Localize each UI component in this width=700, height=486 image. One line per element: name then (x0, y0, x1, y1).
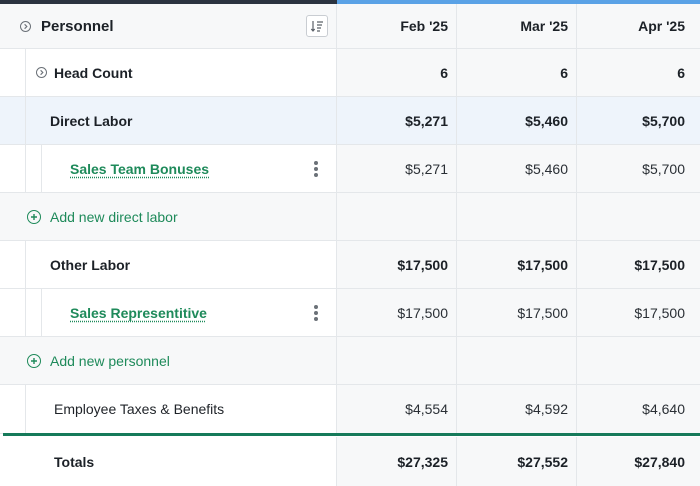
left-pane-top-bar (0, 0, 337, 4)
value-cell[interactable]: $17,500 (457, 289, 577, 336)
direct-labor-label-cell: Direct Labor (0, 97, 337, 144)
section-header: Personnel (0, 4, 337, 48)
value-cell[interactable]: $4,554 (337, 385, 457, 433)
other-labor-row: Other Labor $17,500 $17,500 $17,500 (0, 241, 700, 289)
totals-label: Totals (54, 453, 95, 470)
add-direct-labor-label: Add new direct labor (50, 208, 178, 225)
indent-guide (25, 49, 26, 96)
total-cell: $27,552 (457, 437, 577, 486)
value-cell[interactable]: $4,592 (457, 385, 577, 433)
value-cell[interactable]: $5,271 (337, 97, 457, 144)
value-cell[interactable]: $5,460 (457, 97, 577, 144)
value-cell[interactable]: $17,500 (337, 289, 457, 336)
empty-cell (457, 193, 577, 240)
value-cell[interactable]: 6 (337, 49, 457, 96)
add-direct-labor-button[interactable]: Add new direct labor (0, 193, 337, 240)
empty-cell (337, 337, 457, 384)
value-cell[interactable]: $17,500 (577, 289, 700, 336)
indent-guide (25, 241, 26, 288)
value-cell[interactable]: $5,700 (577, 145, 700, 192)
add-personnel-row: Add new personnel (0, 337, 700, 385)
totals-divider (3, 433, 700, 436)
value-cell[interactable]: $5,460 (457, 145, 577, 192)
direct-labor-row: Direct Labor $5,271 $5,460 $5,700 (0, 97, 700, 145)
add-personnel-button[interactable]: Add new personnel (0, 337, 337, 384)
right-pane-top-bar (337, 0, 700, 4)
indent-guide (25, 97, 26, 144)
head-count-label-cell: Head Count (0, 49, 337, 96)
month-header: Feb '25 (337, 4, 457, 48)
month-header: Mar '25 (457, 4, 577, 48)
totals-label-cell: Totals (0, 437, 337, 486)
head-count-label: Head Count (54, 64, 133, 81)
plus-circle-icon (27, 353, 41, 368)
indent-guide (25, 385, 26, 433)
personnel-grid: Personnel Feb '25 Mar '25 Apr '25 Head C… (0, 4, 700, 486)
empty-cell (457, 337, 577, 384)
head-count-row: Head Count 6 6 6 (0, 49, 700, 97)
empty-cell (577, 337, 700, 384)
section-title: Personnel (41, 17, 114, 35)
add-direct-labor-row: Add new direct labor (0, 193, 700, 241)
indent-guide (25, 145, 26, 192)
total-cell: $27,325 (337, 437, 457, 486)
indent-guide (25, 289, 26, 336)
value-cell[interactable]: $17,500 (577, 241, 700, 288)
more-options-icon[interactable] (314, 161, 318, 177)
value-cell[interactable]: 6 (457, 49, 577, 96)
more-options-icon[interactable] (314, 305, 318, 321)
sales-representitive-row: Sales Representitive $17,500 $17,500 $17… (0, 289, 700, 337)
indent-guide (41, 145, 42, 192)
indent-guide (41, 289, 42, 336)
sales-representitive-label-cell: Sales Representitive (0, 289, 337, 336)
plus-circle-icon (27, 209, 41, 224)
value-cell[interactable]: $17,500 (337, 241, 457, 288)
sales-team-bonuses-label-cell: Sales Team Bonuses (0, 145, 337, 192)
sales-team-bonuses-link[interactable]: Sales Team Bonuses (70, 160, 210, 177)
other-labor-label: Other Labor (50, 256, 131, 273)
add-personnel-label: Add new personnel (50, 352, 170, 369)
month-header: Apr '25 (577, 4, 700, 48)
other-labor-label-cell: Other Labor (0, 241, 337, 288)
employee-taxes-label-cell: Employee Taxes & Benefits (0, 385, 337, 433)
sort-button[interactable] (306, 15, 328, 37)
total-cell: $27,840 (577, 437, 700, 486)
empty-cell (337, 193, 457, 240)
totals-row: Totals $27,325 $27,552 $27,840 (0, 437, 700, 486)
collapse-section-icon[interactable] (20, 20, 31, 32)
value-cell[interactable]: 6 (577, 49, 700, 96)
value-cell[interactable]: $17,500 (457, 241, 577, 288)
value-cell[interactable]: $5,700 (577, 97, 700, 144)
header-row: Personnel Feb '25 Mar '25 Apr '25 (0, 4, 700, 49)
empty-cell (577, 193, 700, 240)
sales-team-bonuses-row: Sales Team Bonuses $5,271 $5,460 $5,700 (0, 145, 700, 193)
value-cell[interactable]: $5,271 (337, 145, 457, 192)
collapse-head-count-icon[interactable] (36, 67, 47, 78)
sort-list-icon (310, 21, 323, 32)
employee-taxes-row: Employee Taxes & Benefits $4,554 $4,592 … (0, 385, 700, 434)
direct-labor-label: Direct Labor (50, 112, 133, 129)
sales-representitive-link[interactable]: Sales Representitive (70, 304, 207, 321)
employee-taxes-label: Employee Taxes & Benefits (54, 401, 225, 417)
value-cell[interactable]: $4,640 (577, 385, 700, 433)
